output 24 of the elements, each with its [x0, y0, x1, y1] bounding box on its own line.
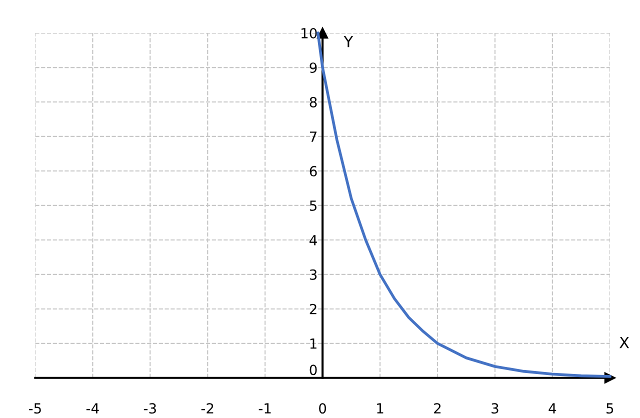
- y-tick-label: 3: [310, 269, 317, 280]
- x-tick-label: 4: [548, 403, 556, 414]
- y-tick-label: 10: [302, 28, 317, 38]
- x-tick-label: 2: [434, 403, 441, 414]
- x-tick-label: 5: [606, 403, 614, 414]
- y-tick-label: 2: [310, 304, 316, 314]
- x-tick-label: 0: [319, 403, 326, 414]
- x-tick-label: 1: [377, 403, 384, 414]
- x-tick-label: 3: [492, 403, 498, 414]
- y-tick-label: 1: [310, 338, 316, 349]
- x-tick-label: -1: [258, 403, 271, 414]
- y-tick-label: 5: [310, 200, 316, 211]
- x-tick-label: -2: [201, 403, 214, 414]
- y-tick-label: 0: [310, 364, 317, 376]
- y-axis-title: Y: [344, 36, 354, 48]
- y-tick-label: 8: [310, 96, 317, 108]
- y-tick-label: 4: [310, 235, 317, 246]
- y-tick-label: 7: [310, 132, 317, 142]
- y-tick-label: 6: [310, 166, 317, 176]
- x-tick-label: -4: [86, 403, 99, 414]
- x-axis-title: X: [620, 336, 630, 348]
- x-tick-label: -5: [28, 403, 41, 414]
- y-tick-label: 9: [310, 62, 317, 73]
- x-tick-label: -3: [144, 403, 156, 414]
